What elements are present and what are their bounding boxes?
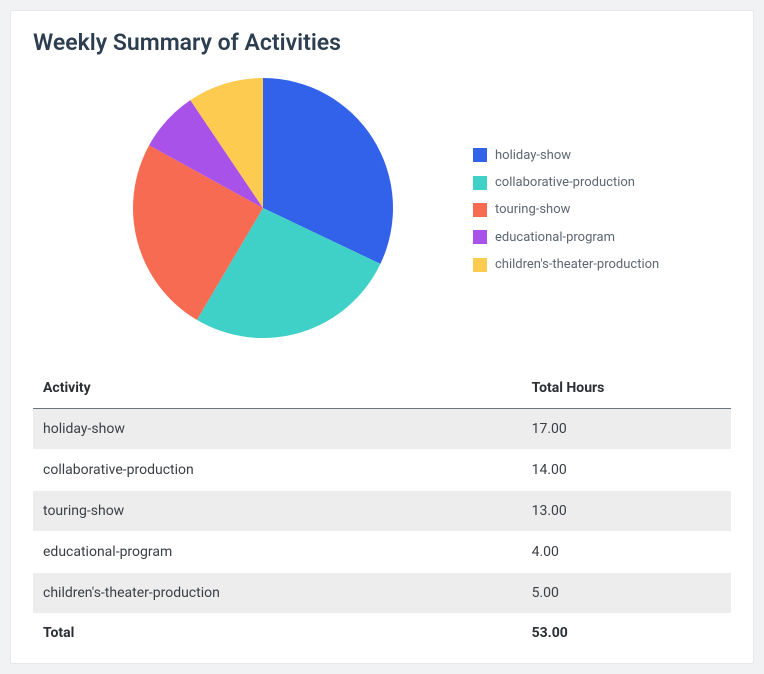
table-header-row: Activity Total Hours: [33, 368, 731, 409]
legend-label: children's-theater-production: [495, 253, 659, 276]
cell-hours: 13.00: [522, 491, 731, 532]
cell-activity: collaborative-production: [33, 450, 522, 491]
table-row: collaborative-production14.00: [33, 450, 731, 491]
legend-label: collaborative-production: [495, 171, 635, 194]
col-header-activity: Activity: [33, 368, 522, 409]
legend-swatch: [473, 230, 487, 244]
legend-label: educational-program: [495, 226, 615, 249]
footer-hours: 53.00: [522, 613, 731, 653]
chart-legend: holiday-show collaborative-production tour…: [473, 140, 659, 281]
cell-hours: 4.00: [522, 532, 731, 573]
table-row: children's-theater-production5.00: [33, 573, 731, 614]
legend-label: touring-show: [495, 198, 570, 221]
pie-chart: [133, 78, 393, 342]
legend-swatch: [473, 203, 487, 217]
legend-item: children's-theater-production: [473, 253, 659, 276]
legend-item: educational-program: [473, 226, 659, 249]
cell-activity: holiday-show: [33, 409, 522, 450]
cell-activity: children's-theater-production: [33, 573, 522, 614]
cell-hours: 17.00: [522, 409, 731, 450]
cell-activity: touring-show: [33, 491, 522, 532]
chart-area: holiday-show collaborative-production tour…: [33, 70, 731, 360]
legend-swatch: [473, 258, 487, 272]
cell-activity: educational-program: [33, 532, 522, 573]
legend-label: holiday-show: [495, 144, 571, 167]
legend-item: collaborative-production: [473, 171, 659, 194]
card-title: Weekly Summary of Activities: [33, 29, 731, 56]
activities-table: Activity Total Hours holiday-show17.00co…: [33, 368, 731, 653]
table-row: holiday-show17.00: [33, 409, 731, 450]
table-footer-row: Total 53.00: [33, 613, 731, 653]
table-row: educational-program4.00: [33, 532, 731, 573]
cell-hours: 14.00: [522, 450, 731, 491]
legend-swatch: [473, 148, 487, 162]
table-row: touring-show13.00: [33, 491, 731, 532]
summary-card: Weekly Summary of Activities holiday-sho…: [10, 10, 754, 664]
legend-swatch: [473, 176, 487, 190]
col-header-hours: Total Hours: [522, 368, 731, 409]
footer-label: Total: [33, 613, 522, 653]
legend-item: holiday-show: [473, 144, 659, 167]
legend-item: touring-show: [473, 198, 659, 221]
cell-hours: 5.00: [522, 573, 731, 614]
